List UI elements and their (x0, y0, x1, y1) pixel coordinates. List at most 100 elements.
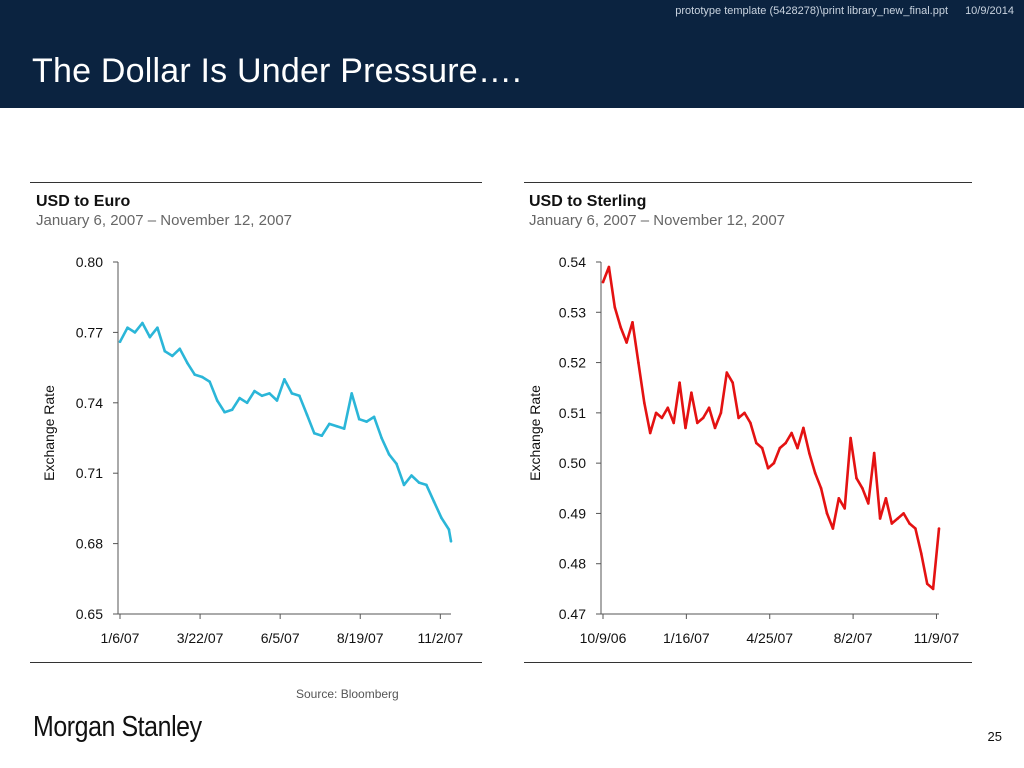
data-point (402, 483, 406, 487)
data-point (118, 340, 122, 344)
data-point (678, 381, 681, 384)
data-point (749, 421, 752, 425)
data-point (200, 375, 204, 379)
data-point (208, 380, 211, 383)
data-point (613, 306, 617, 309)
data-point (707, 406, 711, 410)
x-tick-label: 1/16/07 (663, 630, 710, 646)
y-tick-label: 0.50 (559, 455, 586, 471)
series-line (118, 321, 453, 542)
x-tick-label: 8/19/07 (337, 630, 384, 646)
data-point (790, 431, 793, 435)
x-tick-label: 4/25/07 (746, 630, 793, 646)
data-point (878, 517, 882, 520)
slide-header: prototype template (5428278)\print libra… (0, 0, 1024, 108)
data-point (666, 406, 670, 410)
data-point (796, 446, 799, 450)
data-point (387, 453, 391, 456)
data-point (432, 500, 436, 503)
data-point (908, 522, 911, 525)
data-point (920, 552, 923, 555)
data-point (335, 425, 339, 428)
data-point (449, 540, 453, 543)
x-tick-label: 1/6/07 (101, 630, 140, 646)
data-point (743, 411, 746, 415)
data-point (328, 422, 331, 426)
x-tick-label: 11/2/07 (417, 630, 463, 646)
data-point (784, 441, 787, 445)
data-point (619, 326, 622, 329)
data-point (755, 441, 758, 445)
y-tick-label: 0.80 (76, 254, 103, 270)
file-meta: prototype template (5428278)\print libra… (675, 5, 1014, 17)
data-point (778, 446, 782, 450)
sterling-chart-subtitle: January 6, 2007 – November 12, 2007 (529, 212, 786, 229)
data-point (890, 522, 894, 525)
data-point (654, 411, 658, 415)
data-point (290, 392, 294, 395)
data-point (843, 507, 846, 510)
euro-chart-subtitle: January 6, 2007 – November 12, 2007 (36, 212, 293, 229)
y-tick-label: 0.52 (559, 355, 586, 371)
sterling-line-chart: 0.54 0.53 0.52 0.51 0.50 0.49 0.48 0.47 10/9/06 1… (527, 254, 960, 646)
y-tick-label: 0.65 (76, 606, 103, 622)
data-point (298, 394, 301, 398)
data-point (342, 427, 346, 430)
data-point (425, 483, 428, 487)
y-tick-label: 0.77 (76, 324, 103, 340)
data-point (126, 326, 129, 329)
data-point (701, 416, 705, 420)
data-point (855, 476, 858, 480)
data-point (808, 451, 811, 455)
data-point (163, 349, 167, 353)
data-point (802, 426, 805, 430)
data-point (417, 481, 421, 484)
data-point (631, 321, 634, 324)
data-point (825, 512, 829, 515)
x-tick-label: 3/22/07 (177, 630, 224, 646)
data-point (133, 331, 137, 334)
x-tick-label: 8/2/07 (834, 630, 873, 646)
y-tick-label: 0.48 (559, 556, 586, 572)
data-point (215, 399, 219, 402)
data-point (357, 417, 361, 421)
data-point (690, 391, 693, 394)
data-point (925, 582, 929, 586)
data-point (672, 421, 675, 425)
data-point (186, 361, 189, 365)
data-point (849, 436, 852, 440)
x-tick-label: 6/5/07 (261, 630, 300, 646)
data-point (813, 471, 817, 475)
data-point (648, 431, 652, 435)
data-point (725, 371, 729, 374)
data-point (268, 392, 271, 395)
data-point (872, 451, 876, 455)
data-point (643, 401, 646, 405)
file-label: prototype template (5428278)\print libra… (675, 5, 948, 17)
data-point (245, 401, 249, 405)
data-point (238, 396, 241, 400)
slide-title: The Dollar Is Under Pressure…. (32, 52, 522, 90)
data-point (831, 527, 835, 530)
data-point (867, 502, 870, 505)
data-point (713, 426, 717, 430)
data-point (320, 434, 324, 437)
data-point (193, 373, 196, 376)
euro-bottom-rule (30, 662, 482, 663)
data-point (607, 265, 611, 269)
data-point (696, 421, 699, 425)
data-point (178, 347, 182, 351)
data-point (148, 335, 152, 339)
sterling-chart-title: USD to Sterling (529, 193, 647, 210)
y-tick-label: 0.51 (559, 405, 586, 421)
company-logo: Morgan Stanley (33, 711, 202, 743)
data-point (637, 361, 640, 364)
y-tick-label: 0.71 (76, 465, 103, 481)
data-point (313, 432, 316, 435)
euro-line-chart: 0.80 0.77 0.74 0.71 0.68 0.65 1/6/07 3/22/07 6/5… (41, 254, 463, 646)
data-point (305, 413, 309, 416)
data-point (447, 528, 451, 531)
data-point (283, 378, 286, 381)
data-point (230, 408, 234, 412)
y-tick-label: 0.68 (76, 536, 103, 552)
